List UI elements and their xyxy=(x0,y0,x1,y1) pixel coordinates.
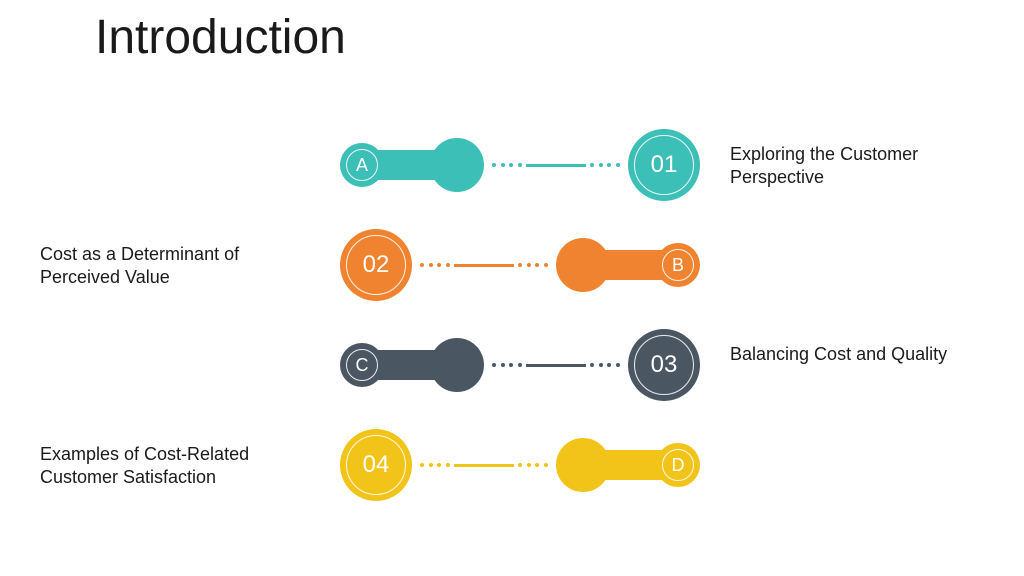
row-label: Balancing Cost and Quality xyxy=(730,343,990,366)
infographic-row: Cost as a Determinant of Perceived Value… xyxy=(0,220,1024,310)
connector-line xyxy=(454,264,514,267)
number-badge: 02 xyxy=(340,229,412,301)
connector-bulge xyxy=(430,338,484,392)
connector-dots xyxy=(420,263,450,267)
row-shape: A 01 xyxy=(340,120,700,210)
connector-line xyxy=(526,164,586,167)
number-badge: 01 xyxy=(628,129,700,201)
page-title: Introduction xyxy=(95,10,346,65)
letter-badge: D xyxy=(656,443,700,487)
infographic-row: Examples of Cost-Related Customer Satisf… xyxy=(0,420,1024,510)
row-label: Exploring the Customer Perspective xyxy=(730,143,990,190)
letter-badge: A xyxy=(340,143,384,187)
connector-dots xyxy=(590,163,620,167)
connector-bulge xyxy=(556,438,610,492)
connector-dots xyxy=(492,363,522,367)
row-label: Cost as a Determinant of Perceived Value xyxy=(40,243,300,290)
connector-line xyxy=(454,464,514,467)
connector-dots xyxy=(518,463,548,467)
letter-badge: C xyxy=(340,343,384,387)
connector-dots xyxy=(518,263,548,267)
row-shape: B 02 xyxy=(340,220,700,310)
connector-line xyxy=(526,364,586,367)
connector-bulge xyxy=(556,238,610,292)
row-label: Examples of Cost-Related Customer Satisf… xyxy=(40,443,300,490)
connector-dots xyxy=(590,363,620,367)
connector-dots xyxy=(492,163,522,167)
row-shape: D 04 xyxy=(340,420,700,510)
row-shape: C 03 xyxy=(340,320,700,410)
infographic-row: Balancing Cost and Quality C 03 xyxy=(0,320,1024,410)
number-badge: 03 xyxy=(628,329,700,401)
number-badge: 04 xyxy=(340,429,412,501)
letter-badge: B xyxy=(656,243,700,287)
connector-dots xyxy=(420,463,450,467)
connector-bulge xyxy=(430,138,484,192)
infographic-row: Exploring the Customer Perspective A 01 xyxy=(0,120,1024,210)
